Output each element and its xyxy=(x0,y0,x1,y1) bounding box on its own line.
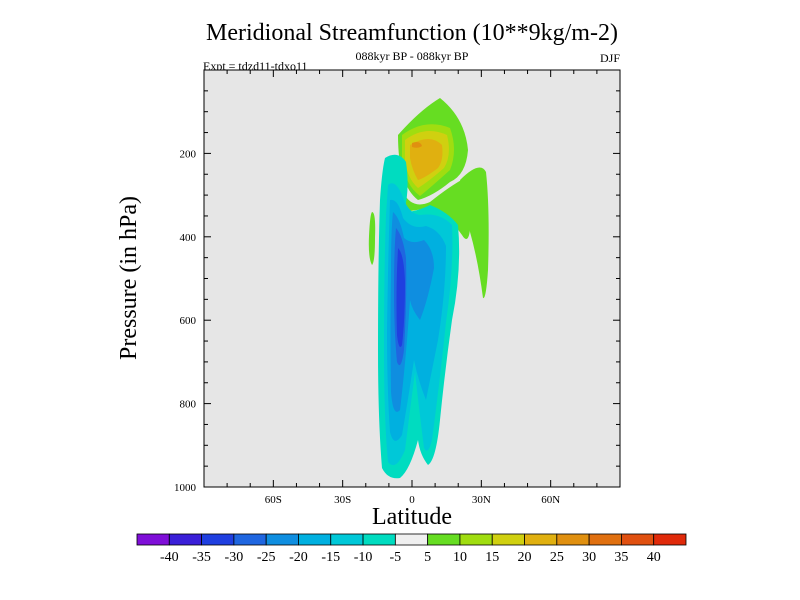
x-tick-label: 60S xyxy=(265,494,282,506)
chart-subtitle: 088kyr BP - 088kyr BP xyxy=(356,49,469,63)
y-tick-label: 200 xyxy=(180,148,197,160)
x-tick-label: 0 xyxy=(409,494,415,506)
colorbar-swatch xyxy=(233,533,267,546)
contour-fills xyxy=(368,98,489,479)
colorbar-label: 15 xyxy=(485,550,499,565)
colorbar-label: -10 xyxy=(354,550,373,565)
colorbar-swatch xyxy=(330,533,364,546)
colorbar-label: -40 xyxy=(160,550,179,565)
y-tick-label: 800 xyxy=(180,399,197,411)
colorbar-swatch xyxy=(491,533,525,546)
contour-positive-20 xyxy=(410,139,443,180)
colorbar-swatch xyxy=(362,533,396,546)
chart-title: Meridional Streamfunction (10**9kg/m-2) xyxy=(206,20,618,46)
colorbar-swatch xyxy=(136,533,170,546)
x-tick-label: 60N xyxy=(541,494,560,506)
colorbar-swatch xyxy=(201,533,235,546)
colorbar-label: 5 xyxy=(424,550,431,565)
colorbar-swatch xyxy=(298,533,332,546)
x-tick-label: 30N xyxy=(472,494,491,506)
colorbar-label: -35 xyxy=(192,550,211,565)
contour-negative-30 xyxy=(396,248,405,348)
colorbar-label: -25 xyxy=(257,550,276,565)
season-label: DJF xyxy=(600,51,620,65)
colorbar-swatch xyxy=(524,533,558,546)
colorbar-swatch xyxy=(621,533,655,546)
colorbar-label: 20 xyxy=(518,550,532,565)
colorbar-swatch xyxy=(394,533,429,546)
y-tick-label: 400 xyxy=(180,232,197,244)
colorbar: -40 -35 -30 -25 -20 -15 -10 -5 5 10 15 20 25 30 35 40 xyxy=(136,533,687,565)
colorbar-swatch xyxy=(556,533,590,546)
y-tick-label: 1000 xyxy=(174,482,197,494)
x-axis-label: Latitude xyxy=(372,504,452,530)
colorbar-label: 40 xyxy=(647,550,661,565)
contour-positive-25 xyxy=(412,142,422,148)
colorbar-swatch xyxy=(459,533,493,546)
colorbar-label: -5 xyxy=(390,550,402,565)
contour-positive-5-right xyxy=(460,167,489,299)
colorbar-swatch xyxy=(588,533,622,546)
colorbar-label: 30 xyxy=(582,550,596,565)
x-axis: 60S 30S 0 30N 60N xyxy=(203,70,621,506)
y-axis-label: Pressure (in hPa) xyxy=(116,196,142,360)
x-tick-label: 30S xyxy=(334,494,351,506)
colorbar-swatch xyxy=(168,533,202,546)
colorbar-label: 35 xyxy=(614,550,628,565)
colorbar-swatch xyxy=(265,533,299,546)
colorbar-label: 25 xyxy=(550,550,564,565)
colorbar-label: -20 xyxy=(289,550,308,565)
y-tick-label: 600 xyxy=(180,315,197,327)
colorbar-label: 10 xyxy=(453,550,467,565)
colorbar-swatch xyxy=(653,533,687,546)
colorbar-swatch xyxy=(427,533,461,546)
colorbar-label: -15 xyxy=(321,550,340,565)
colorbar-label: -30 xyxy=(225,550,244,565)
contour-positive-5-left xyxy=(368,212,376,265)
y-axis: 200 400 600 800 1000 xyxy=(174,69,620,494)
